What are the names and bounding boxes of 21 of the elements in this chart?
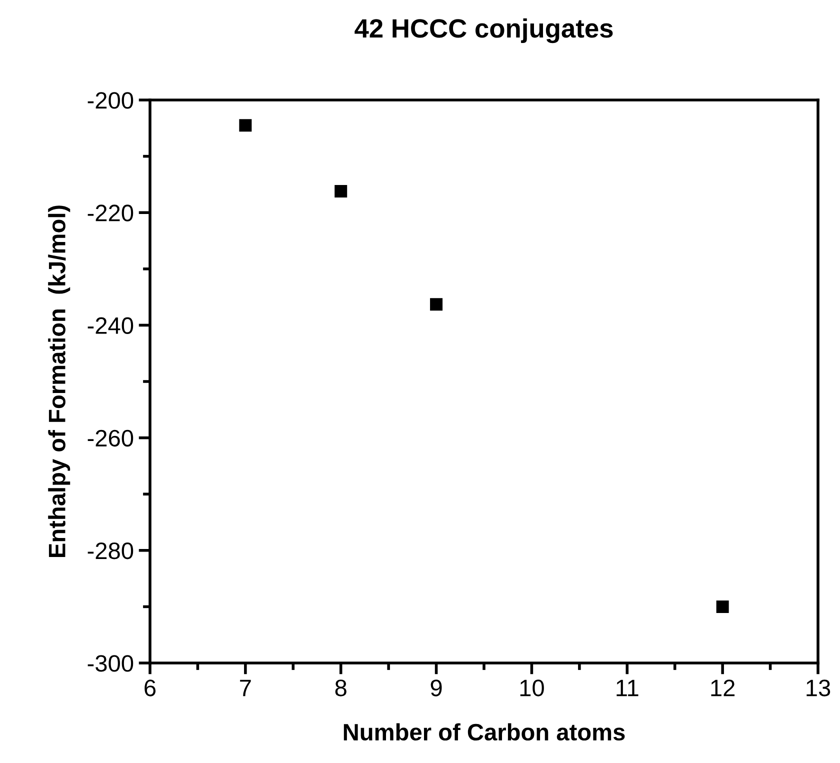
x-tick-label: 8 xyxy=(335,680,346,696)
x-tick-label: 6 xyxy=(144,680,156,696)
y-tick-label: -280 xyxy=(88,542,134,560)
x-tick-label: 11 xyxy=(616,680,638,696)
x-tick-label: 7 xyxy=(240,680,251,696)
point xyxy=(430,298,443,311)
x-tick-label: 10 xyxy=(520,680,544,696)
point xyxy=(239,119,252,132)
y-tick-label: -260 xyxy=(88,430,134,447)
y-tick-label: -300 xyxy=(88,655,134,672)
x-tick-label: 12 xyxy=(711,680,735,696)
x-axis-title: Number of Carbon atoms xyxy=(344,723,625,741)
x-tick-label: 13 xyxy=(806,680,830,696)
y-tick-label: -220 xyxy=(88,204,134,222)
x-tick-label: 9 xyxy=(430,680,442,696)
point xyxy=(716,600,729,613)
y-tick-label: -240 xyxy=(88,317,134,334)
point xyxy=(334,184,348,198)
chart-title: 42 HCCC conjugates xyxy=(354,18,613,44)
y-tick-label: -200 xyxy=(88,92,134,109)
y-axis-title: Enthalpy of Formation (kJ/mol) xyxy=(48,206,70,557)
